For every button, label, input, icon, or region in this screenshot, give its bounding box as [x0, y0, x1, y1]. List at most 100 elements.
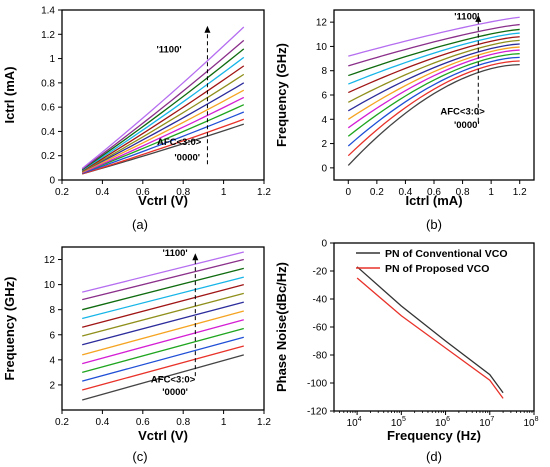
- plot-frame: [61, 246, 265, 411]
- x-tick-label: 1.2: [257, 417, 271, 428]
- series-line: [347, 46, 520, 120]
- annotation-label: '0000': [162, 387, 188, 398]
- series-line: [347, 63, 520, 166]
- y-tick-label: 1: [49, 54, 55, 65]
- annotation-label: AFC<3:0>: [440, 106, 485, 117]
- x-axis-label: Ictrl (mA): [405, 193, 462, 208]
- series-line: [348, 28, 520, 77]
- y-tick-label: 0.4: [41, 127, 55, 138]
- x-tick-label: 0.2: [370, 187, 384, 198]
- y-tick-label: 0.2: [41, 151, 55, 162]
- x-tick-label: 0.4: [398, 187, 412, 198]
- y-tick-label: 2: [321, 139, 327, 150]
- x-tick-label: 0.8: [456, 187, 470, 198]
- y-tick-label: 10: [316, 42, 328, 53]
- x-tick-label: 0.4: [95, 187, 109, 198]
- x-tick-label: 0.2: [55, 417, 69, 428]
- series-line: [82, 283, 244, 328]
- x-tick-label: 1.2: [513, 187, 527, 198]
- chart-d: 104 105 106 107 108-120-100-80-60-40-200Freq…: [274, 239, 539, 465]
- y-tick-label: -80: [313, 351, 328, 362]
- series-line: [347, 43, 520, 112]
- panel-label: (b): [426, 217, 442, 232]
- x-tick-label: 0.2: [55, 187, 69, 198]
- series-line: [81, 104, 245, 174]
- x-tick-label: 0.6: [427, 187, 441, 198]
- chart-a: 0.2 0.4 0.6 0.8 1 1.200.20.40.60.811.21.4Vctr…: [2, 6, 271, 233]
- series-line: [348, 23, 520, 67]
- y-tick-label: 0: [321, 163, 327, 174]
- y-tick-label: 4: [321, 115, 327, 126]
- series-line: [81, 89, 245, 173]
- series-line: [82, 118, 245, 175]
- series-line: [82, 251, 244, 293]
- afc-arrow-head: [475, 14, 482, 22]
- y-axis-label: Phase Noise(dBc/Hz): [274, 262, 289, 392]
- panel-label: (d): [426, 449, 442, 464]
- series-line: [82, 319, 244, 365]
- y-tick-label: 0.6: [41, 103, 55, 114]
- y-axis-label: Ictrl (mA): [2, 66, 17, 123]
- panel-label: (a): [132, 217, 148, 232]
- series-line: [81, 65, 245, 172]
- x-axis-label: Vctrl (V): [138, 193, 188, 208]
- y-tick-label: 8: [321, 66, 327, 77]
- series-line: [348, 16, 520, 57]
- y-tick-label: 10: [44, 280, 56, 291]
- x-tick-label: 0.6: [136, 417, 150, 428]
- y-tick-label: 0: [321, 239, 327, 250]
- series-line: [82, 336, 244, 382]
- x-tick-label: 0.8: [176, 417, 190, 428]
- annotation-label: '0000': [454, 120, 480, 131]
- series-line: [82, 345, 244, 391]
- y-tick-label: 4: [49, 355, 55, 366]
- series-line: [347, 60, 520, 157]
- legend-entry: PN of Proposed VCO: [385, 263, 489, 275]
- x-tick-label: 0: [346, 187, 352, 198]
- series-line: [82, 267, 244, 311]
- annotation-label: '1100': [163, 248, 188, 259]
- y-tick-label: 0.8: [41, 78, 55, 89]
- y-tick-label: -40: [313, 295, 328, 306]
- annotation-label: AFC<3:0>: [157, 137, 202, 148]
- series-line: [347, 56, 520, 147]
- afc-arrow-head: [204, 25, 211, 33]
- panel-label: (c): [132, 449, 147, 464]
- y-tick-label: 6: [321, 91, 327, 102]
- y-tick-label: 12: [316, 18, 328, 29]
- series-line: [82, 301, 244, 346]
- series-line: [81, 39, 245, 170]
- series-line: [82, 310, 244, 356]
- x-tick-label: 0.8: [176, 187, 190, 198]
- series-line: [81, 96, 245, 174]
- series-line: [82, 292, 244, 337]
- y-tick-label: -100: [307, 379, 327, 390]
- plot-frame: [61, 9, 265, 181]
- y-tick-label: 2: [49, 380, 55, 391]
- x-axis-label: Vctrl (V): [138, 428, 188, 443]
- y-tick-label: 0: [49, 176, 55, 187]
- annotation-label: '1100': [156, 45, 181, 56]
- y-tick-label: -60: [313, 323, 328, 334]
- series-line: [82, 276, 244, 320]
- y-tick-label: 12: [44, 255, 56, 266]
- x-tick-label: 0.6: [136, 187, 150, 198]
- series-line: [356, 277, 504, 399]
- x-tick-label: 0.4: [95, 417, 109, 428]
- chart-b: 0 0.2 0.4 0.6 0.8 1 1.2 0 2 4 6 8 10 12 Ictrl (mA) Freq…: [274, 9, 535, 232]
- series-line: [347, 39, 520, 103]
- series-line: [82, 354, 244, 401]
- x-tick-label: 104: [347, 416, 362, 429]
- x-tick-label: 1: [221, 417, 227, 428]
- y-axis-label: Frequency (GHz): [274, 43, 289, 147]
- x-tick-label: 1: [221, 187, 227, 198]
- y-tick-label: 1.4: [41, 6, 55, 17]
- series-line: [81, 111, 245, 174]
- x-tick-label: 1.2: [257, 187, 271, 198]
- y-tick-label: 6: [49, 330, 55, 341]
- series-line: [81, 48, 245, 171]
- chart-c: 0.2 0.4 0.6 0.8 1 1.2 2 4 6 8 10 12 Vctrl (V) Frequen…: [2, 246, 271, 464]
- x-tick-label: 107: [479, 416, 494, 429]
- series-line: [81, 73, 245, 173]
